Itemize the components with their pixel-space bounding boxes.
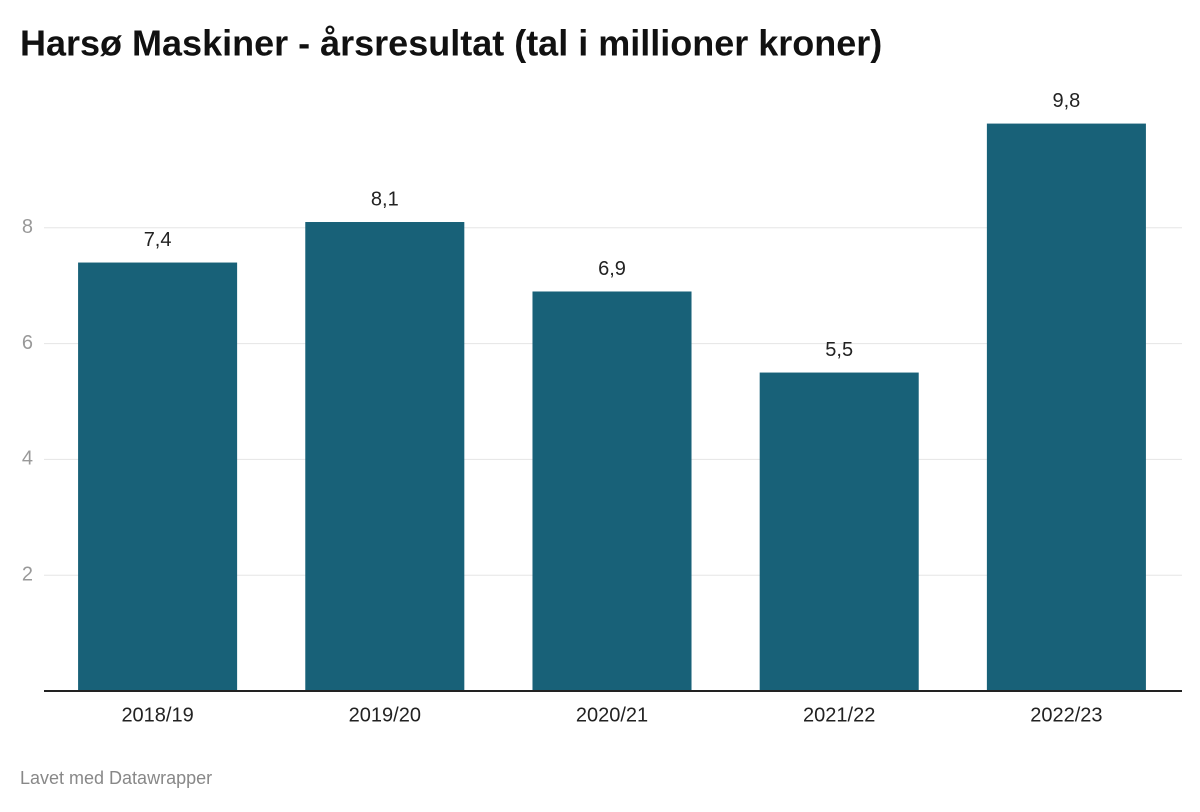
x-tick-label: 2022/23 bbox=[1030, 704, 1102, 726]
credit: Lavet med Datawrapper bbox=[20, 768, 212, 788]
bar bbox=[986, 123, 1146, 691]
x-tick-label: 2020/21 bbox=[576, 704, 648, 726]
bar bbox=[78, 262, 238, 691]
y-tick-label: 4 bbox=[22, 448, 33, 470]
bar bbox=[532, 291, 692, 691]
value-label: 9,8 bbox=[1052, 90, 1080, 112]
y-tick-label: 6 bbox=[22, 332, 33, 354]
y-tick-label: 8 bbox=[22, 216, 33, 238]
x-tick-label: 2021/22 bbox=[803, 704, 875, 726]
y-tick-label: 2 bbox=[22, 563, 33, 585]
value-label: 6,9 bbox=[598, 258, 626, 280]
value-label: 5,5 bbox=[825, 339, 853, 361]
x-tick-label: 2018/19 bbox=[121, 704, 193, 726]
bar bbox=[759, 372, 919, 691]
bar bbox=[305, 222, 465, 691]
value-label: 7,4 bbox=[144, 229, 172, 251]
value-label: 8,1 bbox=[371, 188, 399, 210]
x-tick-label: 2019/20 bbox=[349, 704, 421, 726]
chart-title: Harsø Maskiner - årsresultat (tal i mill… bbox=[20, 23, 882, 64]
